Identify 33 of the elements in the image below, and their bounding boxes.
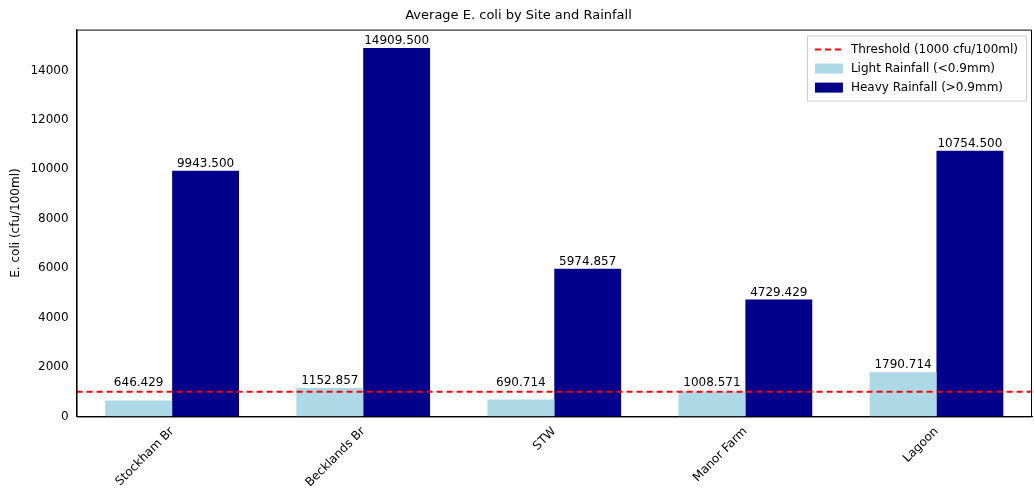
data-label: 690.714 [496, 374, 546, 389]
y-tick-label: 10000 [30, 161, 69, 176]
bar [869, 372, 937, 417]
y-tick-label: 14000 [30, 62, 69, 77]
bar [296, 387, 364, 417]
legend-label: Heavy Rainfall (>0.9mm) [850, 79, 1004, 94]
bar [745, 299, 813, 417]
legend-label: Light Rainfall (<0.9mm) [850, 60, 996, 75]
y-tick-label: 2000 [38, 359, 69, 374]
y-axis-title: E. coli (cfu/100ml) [8, 168, 23, 278]
bar [363, 48, 431, 417]
bar [678, 391, 746, 417]
bar [936, 150, 1004, 417]
bar [487, 399, 555, 417]
legend-label: Threshold (1000 cfu/100ml) [849, 41, 1019, 56]
chart-title: Average E. coli by Site and Rainfall [405, 7, 632, 23]
y-tick-label: 6000 [38, 260, 69, 275]
data-label: 646.429 [113, 374, 164, 389]
bar [172, 170, 239, 417]
data-label: 14909.500 [364, 33, 430, 48]
y-tick-label: 0 [60, 408, 69, 423]
y-tick-label: 12000 [30, 112, 69, 127]
data-label: 4729.429 [750, 284, 808, 299]
data-label: 9943.500 [176, 155, 235, 170]
bar [554, 268, 622, 417]
bar [105, 400, 173, 417]
data-label: 1152.857 [301, 373, 359, 388]
data-label: 10754.500 [937, 135, 1003, 150]
data-label: 1790.714 [874, 357, 932, 372]
y-tick-label: 4000 [38, 309, 69, 324]
y-tick-label: 8000 [38, 210, 69, 225]
data-label: 5974.857 [559, 253, 617, 268]
data-label: 1008.571 [683, 374, 741, 389]
